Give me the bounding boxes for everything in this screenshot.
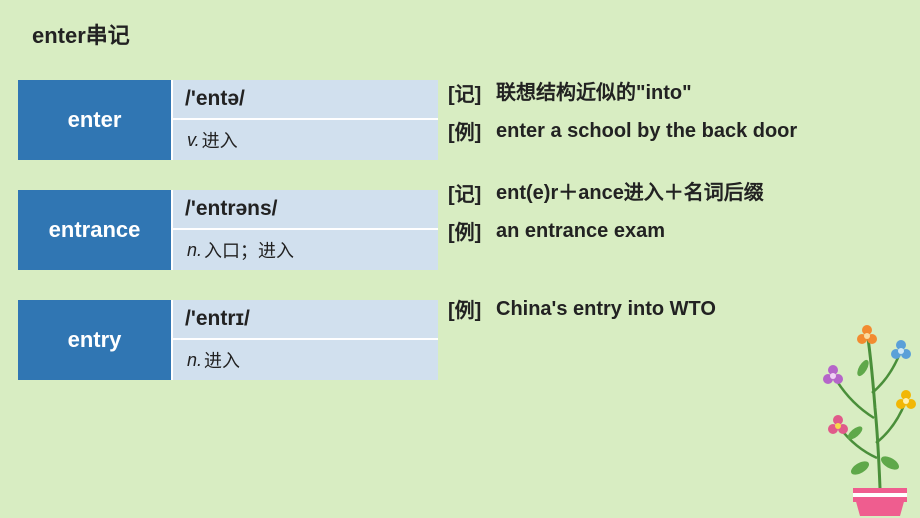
pos-type: n. xyxy=(187,350,202,371)
pos-meaning: 进入 xyxy=(204,347,240,373)
note-row: [记] 联想结构近似的"into" xyxy=(448,78,878,108)
note-tag: [记] xyxy=(448,78,496,107)
word-block-entry: entry /'entrɪ/ n.进入 xyxy=(18,300,438,380)
note-tag: [例] xyxy=(448,116,496,145)
vocab-column: enter /'entə/ v.进入 entrance /'entrəns/ n… xyxy=(18,80,438,410)
word-pos-meaning: n.入口；进入 xyxy=(173,230,438,270)
word-defs: /'entrɪ/ n.进入 xyxy=(173,300,438,380)
word-phonetic: /'entrɪ/ xyxy=(173,300,438,340)
word-block-entrance: entrance /'entrəns/ n.入口；进入 xyxy=(18,190,438,270)
note-row: [记] ent(e)r＋ance进入＋名词后缀 xyxy=(448,178,878,208)
note-group-enter: [记] 联想结构近似的"into" [例] enter a school by … xyxy=(448,78,878,146)
pos-meaning: 入口；进入 xyxy=(204,237,294,263)
note-text: 联想结构近似的"into" xyxy=(496,78,878,108)
pos-type: v. xyxy=(187,130,200,151)
word-block-enter: enter /'entə/ v.进入 xyxy=(18,80,438,160)
note-text: an entrance exam xyxy=(496,216,878,246)
word-term: entry xyxy=(18,300,173,380)
note-text: ent(e)r＋ance进入＋名词后缀 xyxy=(496,178,878,208)
word-defs: /'entə/ v.进入 xyxy=(173,80,438,160)
note-tag: [记] xyxy=(448,178,496,207)
note-text: enter a school by the back door xyxy=(496,116,878,146)
note-tag: [例] xyxy=(448,294,496,323)
note-group-entrance: [记] ent(e)r＋ance进入＋名词后缀 [例] an entrance … xyxy=(448,178,878,246)
page-title: enter串记 xyxy=(0,0,920,50)
word-defs: /'entrəns/ n.入口；进入 xyxy=(173,190,438,270)
word-phonetic: /'entrəns/ xyxy=(173,190,438,230)
pos-meaning: 进入 xyxy=(202,127,238,153)
word-pos-meaning: n.进入 xyxy=(173,340,438,380)
flower-decoration-icon xyxy=(760,298,920,518)
pos-type: n. xyxy=(187,240,202,261)
note-row: [例] enter a school by the back door xyxy=(448,116,878,146)
word-pos-meaning: v.进入 xyxy=(173,120,438,160)
word-term: entrance xyxy=(18,190,173,270)
note-row: [例] an entrance exam xyxy=(448,216,878,246)
note-tag: [例] xyxy=(448,216,496,245)
word-phonetic: /'entə/ xyxy=(173,80,438,120)
word-term: enter xyxy=(18,80,173,160)
